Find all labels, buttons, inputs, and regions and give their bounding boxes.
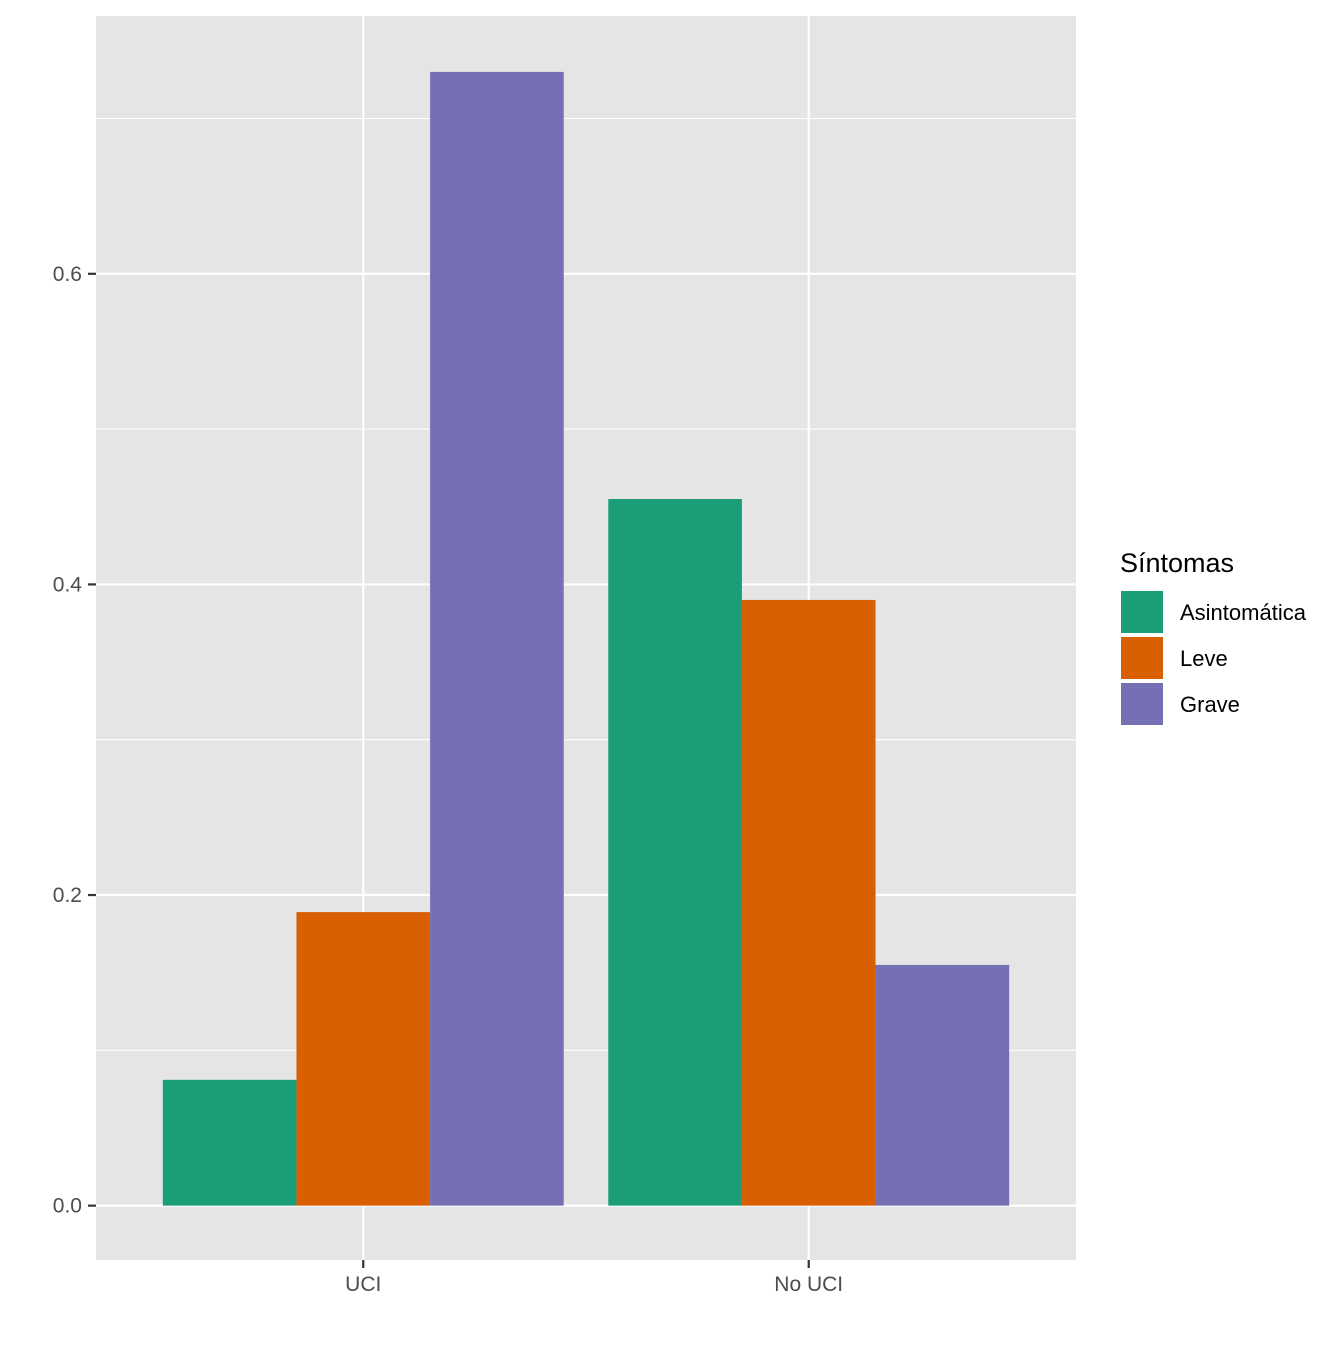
y-tick-label: 0.4 <box>53 573 83 596</box>
legend-key <box>1119 635 1165 681</box>
legend-title: Síntomas <box>1120 548 1234 578</box>
legend-key <box>1119 589 1165 635</box>
y-axis: 0.0 0.2 0.4 0.6 <box>53 263 96 1218</box>
legend-key <box>1119 681 1165 727</box>
bar <box>875 964 1010 1206</box>
x-tick-label: No UCI <box>774 1273 843 1296</box>
legend-label: Asintomática <box>1180 600 1307 625</box>
x-tick-label: UCI <box>345 1273 381 1296</box>
y-tick-label: 0.2 <box>53 884 82 907</box>
bar <box>296 912 431 1206</box>
x-axis: UCI No UCI <box>345 1260 843 1296</box>
legend-label: Grave <box>1180 692 1240 717</box>
bar <box>741 599 876 1206</box>
legend-label: Leve <box>1180 646 1228 671</box>
legend: Síntomas Asintomática Leve Grave <box>1119 548 1307 727</box>
y-tick-label: 0.0 <box>53 1195 82 1218</box>
bar <box>162 1079 297 1206</box>
y-tick-label: 0.6 <box>53 263 82 286</box>
bars <box>162 71 1010 1206</box>
bar <box>430 71 564 1206</box>
bar <box>608 499 742 1206</box>
